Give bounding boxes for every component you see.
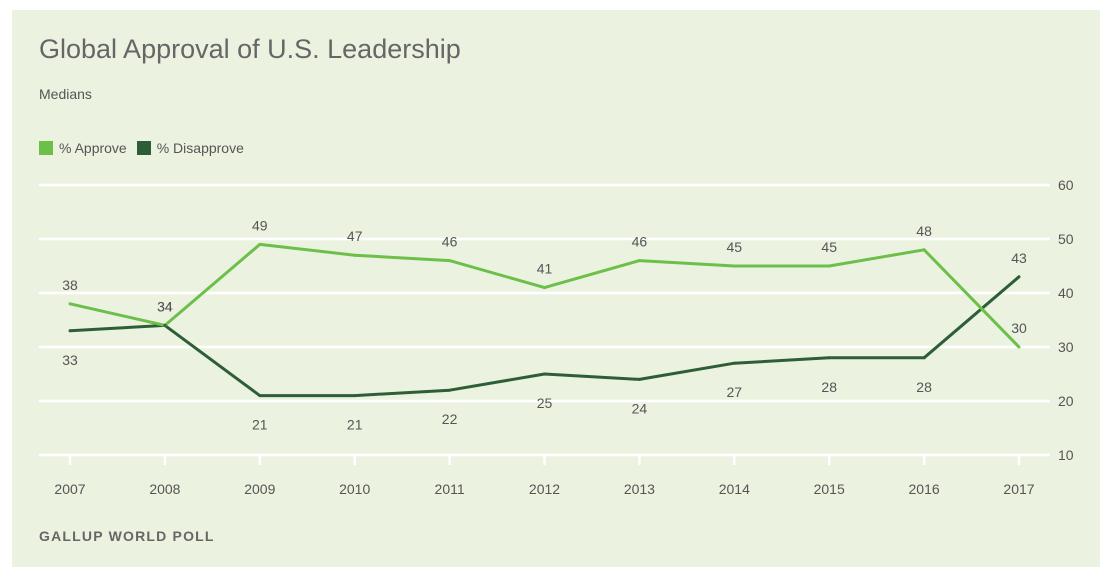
y-tick-label-40: 40 bbox=[1058, 285, 1074, 301]
source-note: GALLUP WORLD POLL bbox=[39, 528, 215, 544]
data-label-disapprove-2010: 21 bbox=[347, 417, 363, 433]
data-label-approve-2011: 46 bbox=[442, 234, 458, 250]
x-tick-label-2013: 2013 bbox=[624, 481, 655, 497]
data-label-approve-2014: 45 bbox=[727, 239, 743, 255]
data-point-disapprove-2013 bbox=[637, 377, 641, 381]
line-chart: 10 20 30 40 50 60 2007 2008 2009 2010 2011 2012 2013… bbox=[39, 177, 1074, 497]
data-label-disapprove-2014: 27 bbox=[727, 384, 743, 400]
data-point-approve-2012 bbox=[543, 286, 546, 290]
data-point-disapprove-2008 bbox=[163, 323, 167, 327]
data-label-disapprove-2007: 33 bbox=[62, 352, 78, 368]
chart-legend: % Approve % Disapprove bbox=[39, 140, 254, 156]
data-label-approve-2007: 38 bbox=[62, 277, 78, 293]
x-tick-label-2010: 2010 bbox=[339, 481, 370, 497]
data-point-disapprove-2014 bbox=[732, 361, 736, 365]
y-tick-label-30: 30 bbox=[1058, 339, 1074, 355]
legend-label-approve: % Approve bbox=[59, 140, 127, 156]
legend-swatch-disapprove bbox=[136, 141, 151, 155]
data-point-approve-2011 bbox=[448, 259, 452, 263]
x-tick-label-2009: 2009 bbox=[244, 481, 275, 497]
chart-subtitle: Medians bbox=[39, 86, 92, 102]
data-label-approve-2015: 45 bbox=[821, 239, 837, 255]
x-tick-label-2011: 2011 bbox=[435, 481, 465, 497]
data-label-approve-2013: 46 bbox=[632, 234, 648, 250]
data-point-disapprove-2015 bbox=[827, 356, 831, 360]
y-tick-label-20: 20 bbox=[1058, 393, 1074, 409]
y-tick-label-60: 60 bbox=[1058, 177, 1074, 193]
series-line-disapprove bbox=[69, 275, 1020, 398]
data-label-disapprove-2013: 24 bbox=[632, 400, 648, 416]
data-point-approve-2007 bbox=[68, 302, 72, 306]
data-point-disapprove-2016 bbox=[922, 356, 926, 360]
data-point-approve-2010 bbox=[353, 253, 357, 257]
x-tick-label-2014: 2014 bbox=[719, 481, 750, 497]
chart-title: Global Approval of U.S. Leadership bbox=[39, 34, 461, 64]
legend-label-disapprove: % Disapprove bbox=[156, 140, 244, 156]
data-point-approve-2015 bbox=[827, 264, 831, 268]
data-label-approve-2008: 34 bbox=[157, 298, 173, 314]
y-tick-label-10: 10 bbox=[1058, 447, 1074, 463]
legend-item-disapprove: % Disapprove bbox=[136, 140, 244, 156]
data-label-disapprove-2016: 28 bbox=[916, 379, 932, 395]
data-point-disapprove-2017 bbox=[1017, 275, 1021, 279]
data-label-approve-2012: 41 bbox=[537, 261, 553, 277]
x-tick-label-2007: 2007 bbox=[54, 481, 85, 497]
data-label-disapprove-2008: 34 bbox=[157, 298, 173, 314]
data-point-approve-2016 bbox=[922, 248, 926, 252]
data-label-disapprove-2009: 21 bbox=[252, 417, 268, 433]
data-point-disapprove-2010 bbox=[353, 394, 357, 398]
data-label-disapprove-2015: 28 bbox=[821, 379, 837, 395]
x-tick-label-2017: 2017 bbox=[1003, 481, 1034, 497]
data-point-disapprove-2012 bbox=[543, 372, 546, 376]
data-point-approve-2009 bbox=[258, 242, 262, 246]
data-label-disapprove-2011: 22 bbox=[442, 411, 458, 427]
x-tick-label-2016: 2016 bbox=[909, 481, 940, 497]
data-point-disapprove-2007 bbox=[68, 329, 72, 333]
data-label-disapprove-2012: 25 bbox=[537, 395, 553, 411]
y-tick-label-50: 50 bbox=[1058, 231, 1074, 247]
data-label-approve-2010: 47 bbox=[347, 228, 363, 244]
data-point-disapprove-2011 bbox=[448, 388, 452, 392]
data-label-disapprove-2017: 43 bbox=[1011, 250, 1027, 266]
x-tick-label-2012: 2012 bbox=[529, 481, 560, 497]
data-point-disapprove-2009 bbox=[258, 394, 262, 398]
data-point-approve-2014 bbox=[732, 264, 736, 268]
chart-card: Global Approval of U.S. Leadership Media… bbox=[12, 10, 1100, 567]
x-tick-label-2015: 2015 bbox=[814, 481, 845, 497]
data-label-approve-2017: 30 bbox=[1011, 320, 1027, 336]
data-label-approve-2009: 49 bbox=[252, 217, 268, 233]
x-tick-label-2008: 2008 bbox=[149, 481, 180, 497]
legend-swatch-approve bbox=[39, 141, 53, 155]
data-label-approve-2016: 48 bbox=[916, 223, 932, 239]
data-point-approve-2013 bbox=[637, 259, 641, 263]
data-point-approve-2017 bbox=[1017, 345, 1021, 349]
legend-item-approve: % Approve bbox=[39, 140, 127, 156]
